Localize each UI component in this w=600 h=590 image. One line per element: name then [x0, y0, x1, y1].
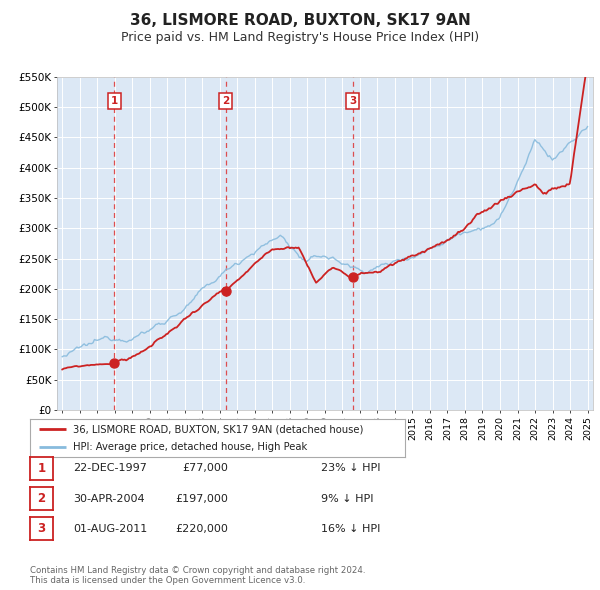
Text: £220,000: £220,000: [175, 524, 228, 533]
Text: 22-DEC-1997: 22-DEC-1997: [73, 464, 147, 473]
Text: £77,000: £77,000: [182, 464, 228, 473]
Text: 9% ↓ HPI: 9% ↓ HPI: [321, 494, 373, 503]
Text: 01-AUG-2011: 01-AUG-2011: [73, 524, 148, 533]
Text: 2: 2: [222, 96, 229, 106]
Text: £197,000: £197,000: [175, 494, 228, 503]
Text: Price paid vs. HM Land Registry's House Price Index (HPI): Price paid vs. HM Land Registry's House …: [121, 31, 479, 44]
Text: 30-APR-2004: 30-APR-2004: [73, 494, 145, 503]
Text: 3: 3: [37, 522, 46, 535]
Text: 3: 3: [349, 96, 356, 106]
Text: 2: 2: [37, 492, 46, 505]
Text: 36, LISMORE ROAD, BUXTON, SK17 9AN: 36, LISMORE ROAD, BUXTON, SK17 9AN: [130, 13, 470, 28]
Text: 16% ↓ HPI: 16% ↓ HPI: [321, 524, 380, 533]
Text: 23% ↓ HPI: 23% ↓ HPI: [321, 464, 380, 473]
Text: 1: 1: [110, 96, 118, 106]
Text: HPI: Average price, detached house, High Peak: HPI: Average price, detached house, High…: [73, 442, 307, 452]
Text: 36, LISMORE ROAD, BUXTON, SK17 9AN (detached house): 36, LISMORE ROAD, BUXTON, SK17 9AN (deta…: [73, 424, 364, 434]
Text: Contains HM Land Registry data © Crown copyright and database right 2024.
This d: Contains HM Land Registry data © Crown c…: [30, 566, 365, 585]
Text: 1: 1: [37, 462, 46, 475]
